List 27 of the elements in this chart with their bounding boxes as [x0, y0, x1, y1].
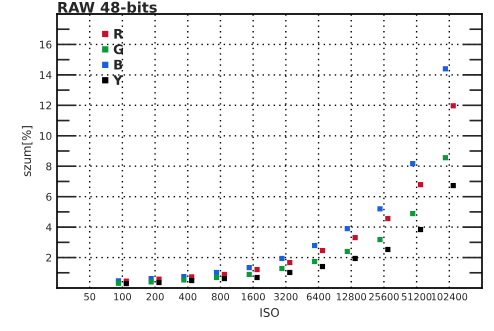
legend-label: B: [114, 60, 122, 70]
y-tick-label: 14: [40, 71, 52, 79]
y-tick-label: 10: [40, 132, 52, 140]
x-axis-title: ISO: [260, 308, 279, 317]
legend-label: R: [114, 29, 124, 39]
x-tick-label: 102400: [432, 293, 468, 300]
y-axis-title: szum[%]: [22, 126, 32, 176]
legend-label: G: [114, 44, 123, 54]
y-tick-label: 2: [46, 254, 52, 262]
chart-title: RAW 48-bits: [58, 2, 157, 13]
x-tick-label: 100: [114, 293, 132, 300]
x-tick-label: 50: [84, 293, 96, 300]
x-tick-label: 1600: [242, 293, 265, 300]
x-tick-label: 6400: [306, 293, 330, 300]
x-tick-label: 3200: [274, 293, 298, 300]
x-tick-label: 400: [178, 293, 196, 300]
y-tick-label: 4: [46, 223, 52, 232]
legend-label: Y: [113, 75, 123, 85]
y-tick-label: 12: [40, 102, 52, 110]
x-tick-label: 800: [212, 293, 230, 300]
x-tick-label: 51200: [402, 293, 432, 300]
y-tick-label: 6: [46, 192, 52, 201]
y-tick-label: 8: [46, 162, 52, 170]
y-tick-label: 16: [40, 40, 52, 49]
x-tick-label: 25600: [369, 293, 399, 300]
x-tick-label: 12800: [336, 293, 366, 300]
x-tick-label: 200: [146, 293, 164, 300]
